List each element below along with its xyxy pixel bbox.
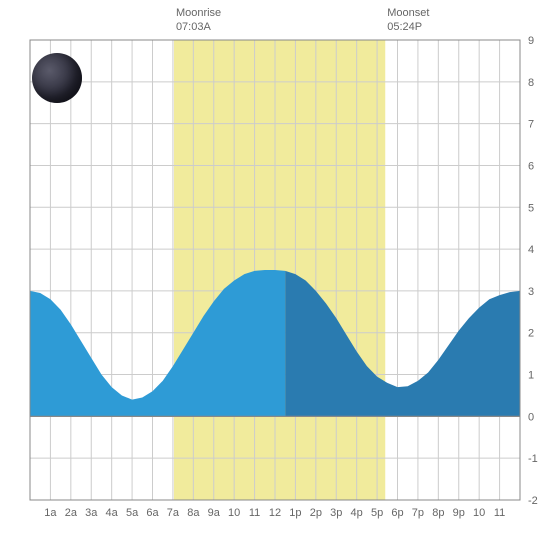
svg-text:5p: 5p bbox=[371, 507, 383, 519]
svg-text:0: 0 bbox=[528, 411, 534, 423]
svg-text:11: 11 bbox=[494, 507, 505, 519]
svg-text:9a: 9a bbox=[208, 507, 221, 519]
moonset-annotation: Moonset 05:24P bbox=[387, 6, 429, 35]
svg-text:8p: 8p bbox=[432, 507, 444, 519]
svg-text:-2: -2 bbox=[528, 495, 538, 507]
svg-text:5a: 5a bbox=[126, 507, 139, 519]
svg-text:6: 6 bbox=[528, 160, 534, 172]
svg-text:2: 2 bbox=[528, 328, 534, 340]
svg-text:1p: 1p bbox=[289, 507, 301, 519]
svg-text:3p: 3p bbox=[330, 507, 342, 519]
svg-text:7a: 7a bbox=[167, 507, 180, 519]
svg-text:12: 12 bbox=[269, 507, 281, 519]
svg-text:4p: 4p bbox=[351, 507, 363, 519]
svg-text:9: 9 bbox=[528, 35, 534, 47]
svg-text:6a: 6a bbox=[146, 507, 159, 519]
svg-text:4: 4 bbox=[528, 244, 534, 256]
svg-text:8a: 8a bbox=[187, 507, 200, 519]
svg-text:2p: 2p bbox=[310, 507, 322, 519]
svg-text:2a: 2a bbox=[65, 507, 78, 519]
moonset-time: 05:24P bbox=[387, 20, 429, 34]
moonrise-annotation: Moonrise 07:03A bbox=[176, 6, 221, 35]
svg-text:8: 8 bbox=[528, 77, 534, 89]
moonrise-label: Moonrise bbox=[176, 6, 221, 20]
moonrise-time: 07:03A bbox=[176, 20, 221, 34]
svg-text:6p: 6p bbox=[391, 507, 403, 519]
svg-text:1a: 1a bbox=[44, 507, 57, 519]
svg-text:5: 5 bbox=[528, 202, 534, 214]
svg-text:3a: 3a bbox=[85, 507, 98, 519]
tide-chart: 1a2a3a4a5a6a7a8a9a1011121p2p3p4p5p6p7p8p… bbox=[0, 0, 550, 550]
svg-text:3: 3 bbox=[528, 286, 534, 298]
svg-text:9p: 9p bbox=[453, 507, 465, 519]
svg-text:11: 11 bbox=[249, 507, 260, 519]
svg-text:10: 10 bbox=[473, 507, 485, 519]
svg-text:7: 7 bbox=[528, 119, 534, 131]
moonset-label: Moonset bbox=[387, 6, 429, 20]
chart-svg: 1a2a3a4a5a6a7a8a9a1011121p2p3p4p5p6p7p8p… bbox=[0, 0, 550, 550]
svg-text:4a: 4a bbox=[106, 507, 119, 519]
svg-text:7p: 7p bbox=[412, 507, 424, 519]
svg-text:1: 1 bbox=[528, 370, 534, 382]
moon-phase-icon bbox=[32, 53, 82, 103]
svg-text:10: 10 bbox=[228, 507, 240, 519]
svg-text:-1: -1 bbox=[528, 453, 538, 465]
